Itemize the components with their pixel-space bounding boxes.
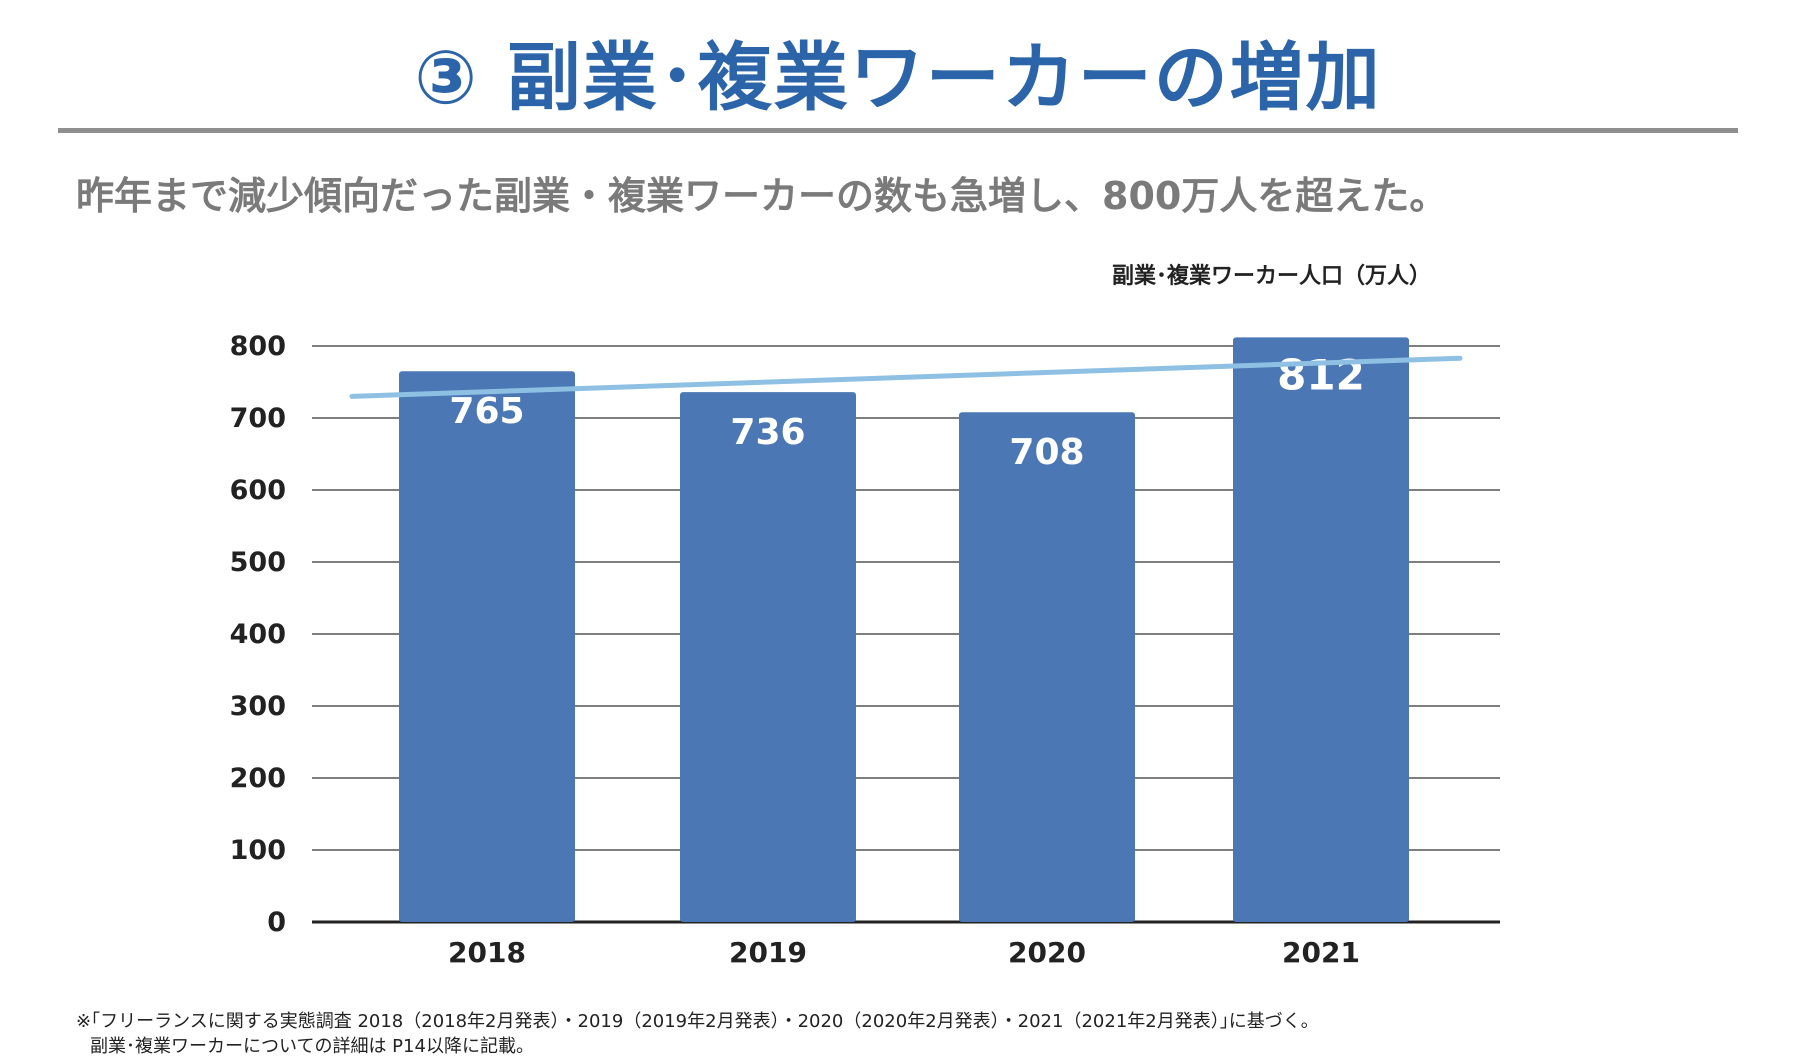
data-label: 765 <box>449 391 524 432</box>
x-tick-label: 2018 <box>448 936 526 969</box>
footnote-detail: 副業･複業ワーカーについての詳細は P14以降に記載。 <box>90 1036 534 1057</box>
y-tick-label: 200 <box>230 763 286 794</box>
data-label: 812 <box>1277 350 1365 399</box>
bar-2019 <box>680 392 856 923</box>
y-tick-label: 0 <box>267 907 286 938</box>
y-tick-label: 700 <box>230 403 286 434</box>
y-tick-label: 300 <box>230 691 286 722</box>
x-tick-label: 2021 <box>1282 936 1360 969</box>
x-tick-label: 2019 <box>729 936 807 969</box>
bar-2020 <box>959 412 1135 922</box>
data-label: 736 <box>730 412 805 453</box>
footnote-source: ※｢フリーランスに関する実態調査 2018（2018年2月発表）・2019（20… <box>76 1011 1319 1032</box>
bar-2021 <box>1233 337 1409 922</box>
x-tick-label: 2020 <box>1008 936 1086 969</box>
data-label: 708 <box>1009 432 1084 473</box>
trend-line <box>349 355 1463 399</box>
y-tick-label: 100 <box>230 835 286 866</box>
y-tick-label: 400 <box>230 619 286 650</box>
page-subtitle: 昨年まで減少傾向だった副業・複業ワーカーの数も急増し、800万人を超えた。 <box>76 174 1448 218</box>
page-title: ③ 副業･複業ワーカーの増加 <box>414 35 1382 121</box>
y-tick-label: 600 <box>230 475 286 506</box>
y-tick-label: 500 <box>230 547 286 578</box>
title-divider <box>58 128 1738 133</box>
chart-title: 副業･複業ワーカー人口（万人） <box>1112 264 1432 289</box>
bar-2018 <box>399 371 575 922</box>
y-tick-label: 800 <box>230 331 286 362</box>
